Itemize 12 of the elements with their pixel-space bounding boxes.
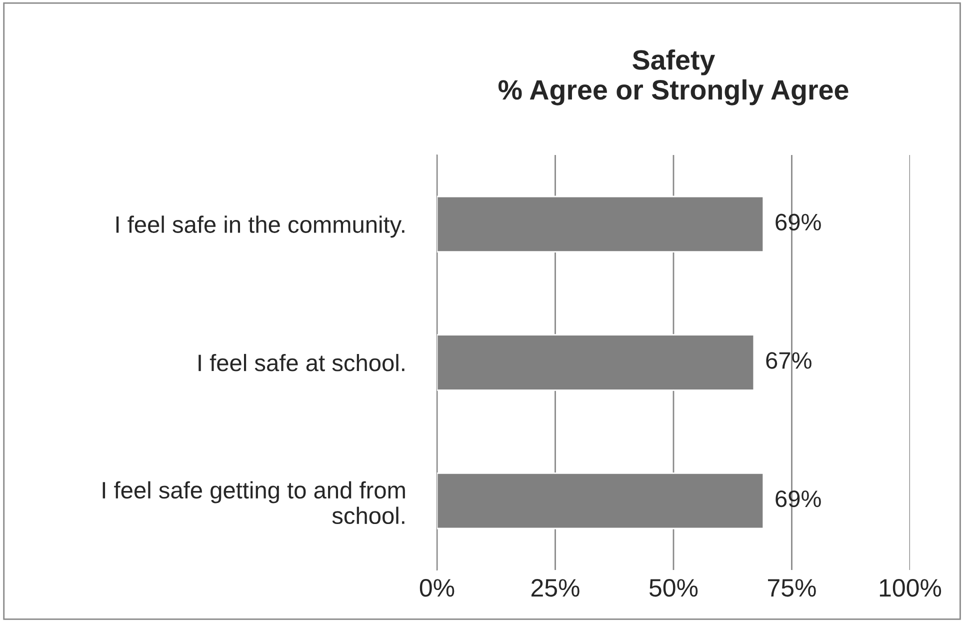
x-tick-label: 25%	[531, 578, 580, 597]
y-tick-label: I feel safe in the community.	[116, 216, 404, 238]
x-tick-label: 100%	[880, 578, 942, 597]
text: 69%	[776, 214, 821, 231]
chart-title: Safety % Agree or Strongly Agree	[498, 49, 848, 106]
y-tick-label: I feel safe at school.	[198, 354, 404, 372]
y-tick-label: I feel safe getting to and from school.	[102, 481, 405, 524]
x-tick-label: 50%	[649, 578, 698, 597]
x-tick-label: 75%	[768, 579, 816, 597]
x-tick-label: 0%	[420, 578, 454, 597]
text: 67%	[766, 352, 812, 369]
text: 69%	[776, 490, 821, 508]
